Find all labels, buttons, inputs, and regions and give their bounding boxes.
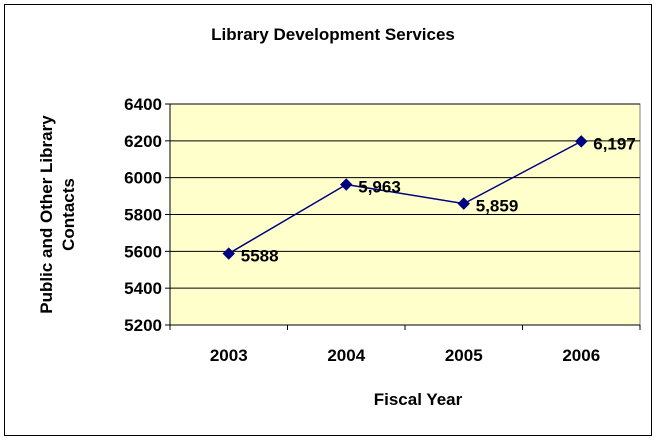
y-tick-label: 6200: [124, 132, 162, 151]
data-point-marker: [222, 247, 235, 260]
x-tick-label: 2005: [445, 346, 483, 365]
x-axis-title: Fiscal Year: [374, 390, 463, 409]
y-tick-label: 6400: [124, 95, 162, 114]
y-tick-label: 5200: [124, 316, 162, 335]
data-label: 6,197: [593, 134, 636, 153]
gridlines: [170, 103, 640, 289]
x-tick-label: 2003: [210, 346, 248, 365]
x-tick-label: 2004: [327, 346, 365, 365]
data-label: 5588: [241, 247, 279, 266]
y-tick-label: 5400: [124, 279, 162, 298]
x-tick-label: 2006: [562, 346, 600, 365]
data-point-marker: [457, 197, 470, 210]
data-point-marker: [575, 135, 588, 148]
y-axis-title-line: Public and Other Library: [37, 115, 56, 314]
y-axis-title-line: Contacts: [59, 178, 78, 251]
y-tick-label: 5800: [124, 206, 162, 225]
y-tick-label: 6000: [124, 169, 162, 188]
data-point-marker: [340, 178, 353, 191]
series-line: 5588 5,963 5,859 6,197: [222, 134, 636, 266]
axes: 5200 5400 5600 5800 6000 6200 6400 2003 2004 2005…: [124, 95, 641, 365]
data-label: 5,963: [358, 177, 401, 196]
y-tick-label: 5600: [124, 242, 162, 261]
y-axis-title: Public and Other Library Contacts: [37, 115, 78, 314]
series-line-path: [228, 140, 582, 255]
chart-title: Library Development Services: [211, 25, 455, 44]
data-label: 5,859: [476, 197, 519, 216]
